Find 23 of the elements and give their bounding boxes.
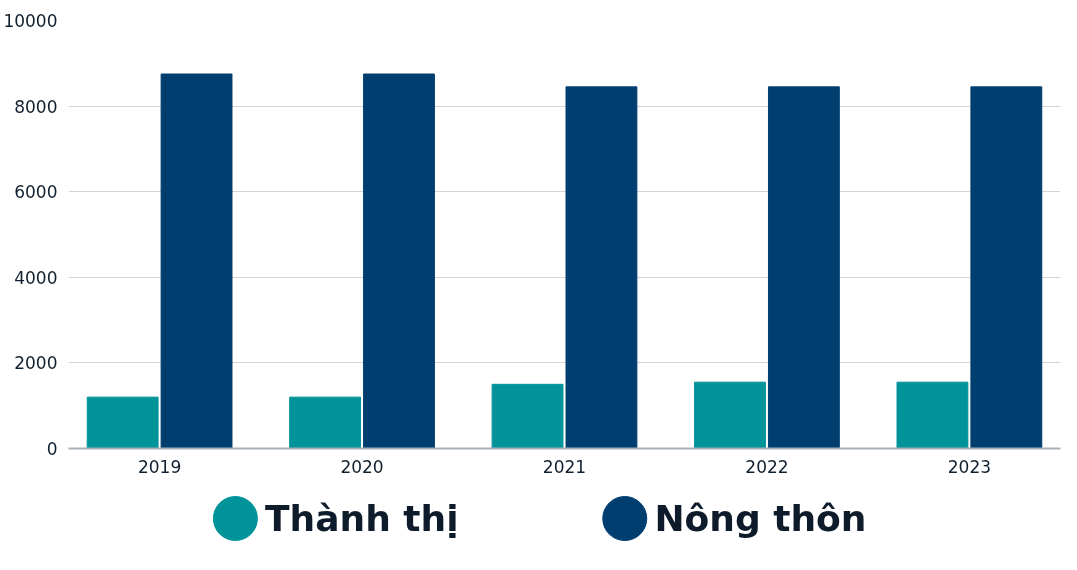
bar	[694, 381, 766, 449]
x-tick-label: 2020	[340, 456, 384, 477]
bar	[160, 73, 233, 449]
bar	[970, 86, 1043, 449]
x-tick-label: 2022	[745, 456, 789, 477]
bar	[896, 381, 969, 449]
bar	[767, 86, 840, 449]
bar	[86, 396, 159, 449]
legend-label: Thành thị	[265, 498, 459, 539]
y-tick-label: 10000	[3, 11, 58, 31]
x-tick-label: 2019	[137, 456, 182, 477]
y-tick-label: 8000	[14, 96, 58, 117]
bar	[565, 86, 638, 449]
y-tick-label: 0	[46, 439, 58, 459]
y-tick-label: 2000	[14, 353, 58, 374]
y-tick-label: 6000	[14, 182, 58, 203]
x-tick-label: 2021	[542, 456, 587, 477]
bar	[363, 73, 435, 449]
legend-label: Nông thôn	[654, 498, 867, 539]
bar	[491, 383, 564, 449]
y-tick-label: 4000	[14, 267, 58, 288]
bar	[289, 396, 362, 449]
x-tick-label: 2023	[947, 456, 992, 477]
